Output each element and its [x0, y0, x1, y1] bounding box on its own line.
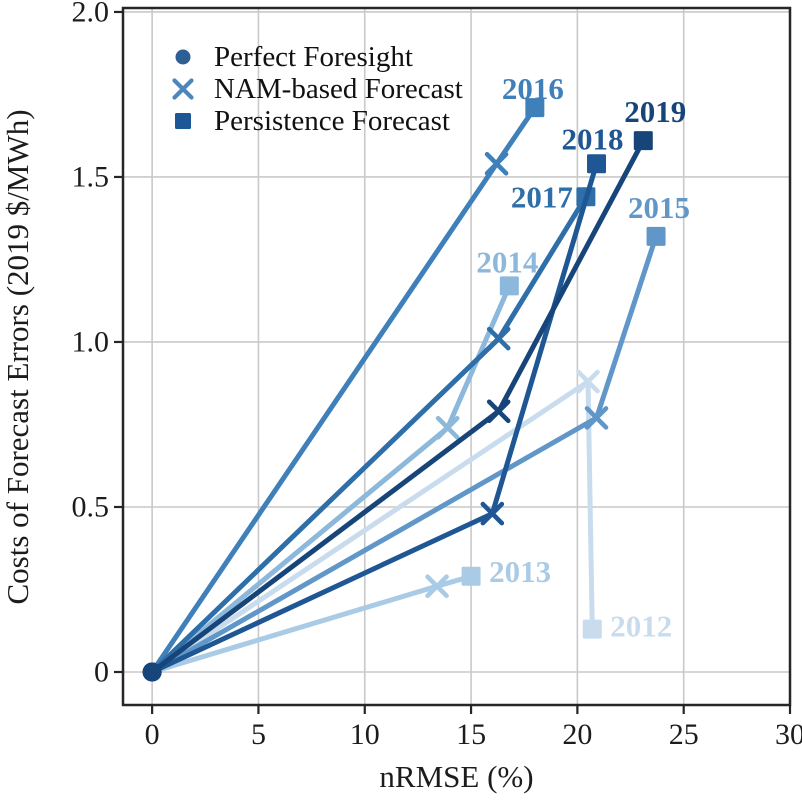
year-label-2012: 2012 [610, 609, 672, 644]
grid [123, 8, 791, 705]
y-tick-label-1.0: 1.0 [72, 325, 110, 358]
x-tick-label-5: 5 [251, 718, 266, 751]
year-label-2017: 2017 [511, 179, 573, 214]
x-axis-title: nRMSE (%) [379, 759, 533, 794]
y-tick-label-0.5: 0.5 [72, 490, 110, 523]
nam-forecast-marker-2019 [486, 399, 511, 424]
series-2012 [142, 369, 602, 682]
x-tick-label-10: 10 [350, 718, 380, 751]
legend-label-2: Persistence Forecast [214, 105, 450, 137]
persistence-square-marker [582, 619, 602, 639]
year-label-2019: 2019 [624, 94, 686, 129]
nam-forecast-marker-2016 [484, 151, 509, 176]
series-line-2014 [149, 283, 512, 675]
y-tick-label-2.0: 2.0 [72, 0, 110, 28]
nam-forecast-marker-2013 [425, 574, 449, 598]
nam-forecast-marker-2014 [435, 415, 460, 440]
x-tick-label-0: 0 [145, 718, 160, 751]
persistence-square-marker [499, 276, 519, 296]
year-label-2014: 2014 [476, 244, 538, 279]
nam-forecast-marker-2015 [584, 406, 609, 430]
nam-forecast-marker-2018 [480, 501, 505, 526]
legend-item-circle: Perfect Foresight [175, 41, 413, 73]
series-2019 [142, 131, 653, 682]
series-line-2012 [149, 379, 595, 675]
y-axis-title: Costs of Forecast Errors (2019 $/MWh) [0, 109, 35, 604]
series-2016 [142, 98, 545, 682]
persistence-square-marker [461, 566, 481, 586]
series-line-2016 [149, 105, 538, 675]
axes: 0 5 10 15 20 25 30 0 0.5 1.0 1.5 2.0 [72, 0, 802, 751]
nam-forecast-marker-2017 [486, 326, 511, 351]
x-tick-label-25: 25 [669, 718, 699, 751]
x-tick-label-15: 15 [456, 718, 486, 751]
legend-circle-icon [175, 49, 191, 65]
legend-x-icon [172, 78, 194, 100]
y-tick-label-0: 0 [94, 655, 109, 688]
series-group [142, 98, 666, 682]
x-tick-label-30: 30 [775, 718, 802, 751]
persistence-square-marker [175, 113, 191, 129]
legend-item-square: Persistence Forecast [175, 105, 450, 137]
legend-item-x: NAM-based Forecast [172, 73, 463, 105]
x-tick-label-20: 20 [562, 718, 592, 751]
persistence-square-marker [525, 98, 545, 118]
persistence-square-marker [646, 226, 666, 246]
legend-label-1: NAM-based Forecast [214, 73, 463, 105]
series-2013 [142, 566, 481, 682]
persistence-square-marker [587, 154, 607, 174]
plot-frame [121, 6, 792, 707]
y-tick-label-1.5: 1.5 [72, 160, 110, 193]
year-label-2016: 2016 [502, 71, 564, 106]
legend-label-0: Perfect Foresight [214, 41, 413, 73]
year-label-2013: 2013 [489, 554, 551, 589]
nam-forecast-marker-2012 [576, 369, 600, 394]
year-label-2015: 2015 [628, 190, 690, 225]
year-label-2018: 2018 [562, 121, 624, 156]
perfect-foresight-marker-2019 [142, 662, 162, 682]
persistence-square-marker [633, 131, 653, 151]
